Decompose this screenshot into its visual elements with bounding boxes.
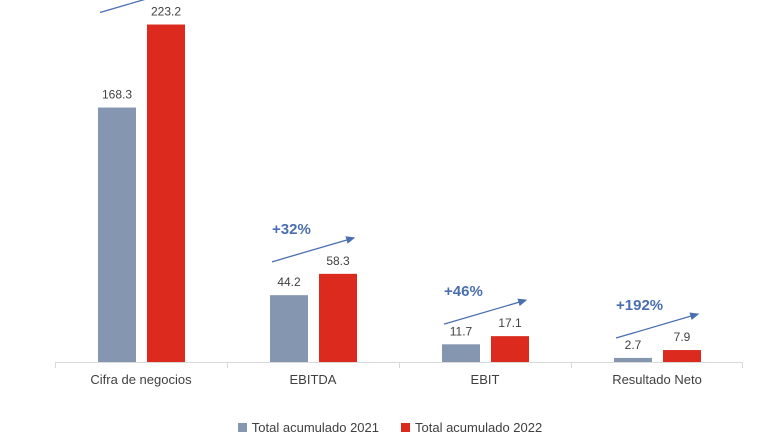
category-label: EBITDA bbox=[290, 372, 337, 387]
bar-2021 bbox=[614, 357, 652, 362]
bar-2021 bbox=[270, 295, 308, 362]
category-label: Cifra de negocios bbox=[90, 372, 192, 387]
data-label: 17.1 bbox=[498, 316, 522, 330]
bar-2021 bbox=[98, 107, 136, 363]
legend-item-2022: Total acumulado 2022 bbox=[401, 420, 542, 435]
data-label: 2.7 bbox=[625, 338, 642, 352]
data-label: 168.3 bbox=[102, 88, 132, 102]
category-label: Resultado Neto bbox=[612, 372, 702, 387]
legend-label-2021: Total acumulado 2021 bbox=[251, 420, 379, 435]
bar-2022 bbox=[319, 273, 357, 362]
data-label: 7.9 bbox=[674, 330, 691, 344]
data-label: 58.3 bbox=[326, 254, 350, 268]
legend-item-2021: Total acumulado 2021 bbox=[237, 420, 379, 435]
data-label: 11.7 bbox=[450, 324, 473, 338]
growth-arrow bbox=[271, 236, 356, 263]
growth-arrow bbox=[99, 0, 146, 14]
data-label: 223.2 bbox=[151, 5, 181, 19]
bar-2022 bbox=[491, 336, 529, 362]
category-label: EBIT bbox=[471, 372, 500, 387]
growth-annotation: +32% bbox=[272, 221, 311, 238]
bar-chart-svg: 168.3 223.2 Cifra de negocios 44.2 58.3 EBITD… bbox=[55, 0, 743, 387]
growth-annotation: +46% bbox=[444, 283, 483, 300]
legend-swatch-2022 bbox=[401, 423, 410, 432]
data-label: 44.2 bbox=[277, 275, 301, 289]
growth-arrow bbox=[615, 312, 700, 339]
bar-2021 bbox=[442, 344, 480, 362]
growth-arrow bbox=[443, 298, 528, 325]
legend-label-2022: Total acumulado 2022 bbox=[415, 420, 543, 435]
legend-swatch-2021 bbox=[237, 423, 247, 432]
bar-2022 bbox=[663, 350, 701, 362]
bar-2022 bbox=[147, 24, 185, 362]
legend: Total acumulado 2021 Total acumulado 202… bbox=[0, 420, 780, 435]
growth-annotation: +192% bbox=[616, 297, 663, 314]
